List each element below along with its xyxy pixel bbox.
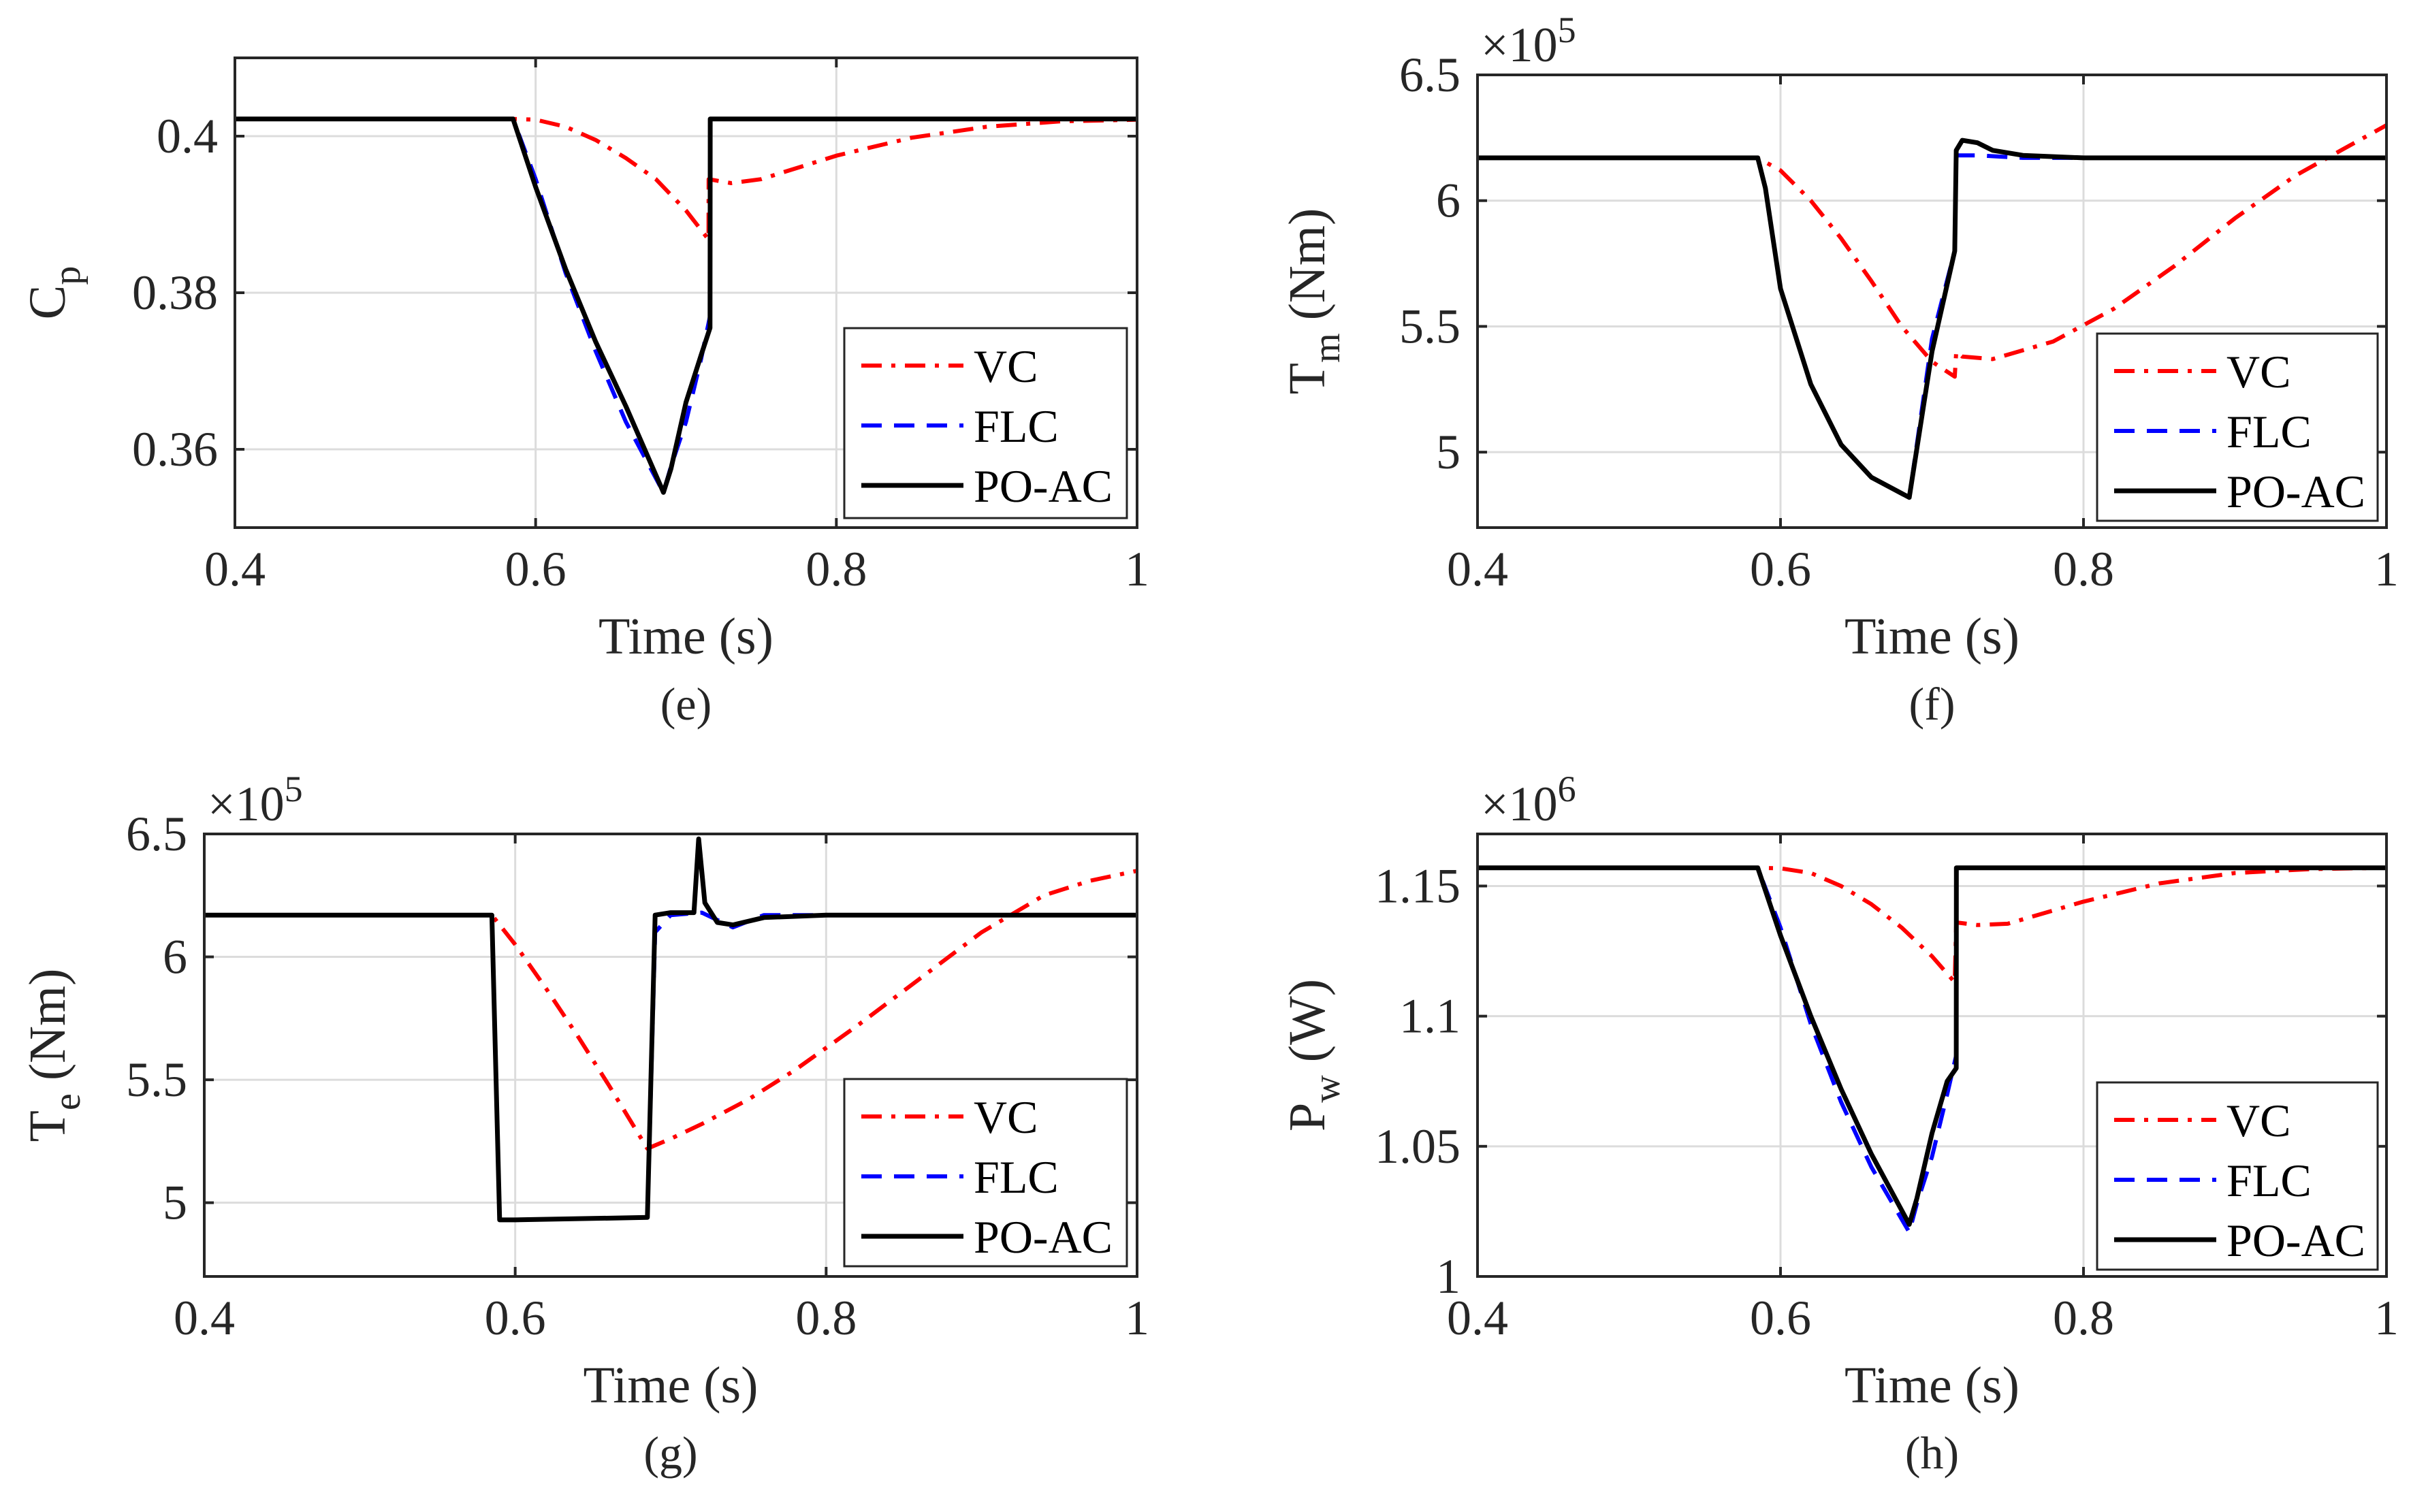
x-tick-label: 1 [2374,542,2399,596]
y-tick-label: 0.4 [157,109,218,163]
series-line-po-ac [235,116,1137,495]
subfigure-label: (f) [1909,678,1955,730]
y-tick-label: 5 [163,1176,187,1230]
legend-label-flc: FLC [974,1151,1059,1203]
legend-label-po-ac: PO-AC [2226,1215,2365,1266]
series-line-vc [1478,865,2386,984]
legend: VC FLC PO-AC [2096,1081,2379,1271]
y-tick-label: 1.1 [1399,989,1460,1044]
subfigure-label: (e) [660,678,712,730]
y-tick-label: 5 [1436,425,1460,479]
y-tick-label: 6.5 [1399,48,1460,102]
y-tick-label: 1.15 [1375,858,1460,913]
series-group [235,116,1137,495]
y-axis-label: Pw (W) [1279,979,1348,1131]
chart-panel-h: 0.4 0.6 0.8 1 1 1.05 1.1 1.15 ×106 Time (s) (h) Pw … [1279,769,2399,1479]
y-tick-label: 1 [1436,1249,1460,1304]
y-label-unit: (Nm) [19,969,76,1094]
x-tick-label: 1 [2374,1291,2399,1345]
y-tick-label: 0.38 [132,266,218,320]
legend-label-vc: VC [2226,1095,2290,1146]
axis-exponent-label: ×106 [1481,769,1576,831]
axes-box [1476,833,2388,1278]
x-tick-label: 0.4 [204,542,266,596]
legend-label-flc: FLC [2226,1155,2312,1206]
legend-label-vc: VC [974,1091,1038,1143]
y-tick-label: 6 [1436,174,1460,228]
y-tick-label: 0.36 [132,422,218,477]
axis-exponent-label: ×105 [208,769,303,831]
series-line-po-ac [1478,865,2386,1227]
y-label-subscript: e [46,1093,89,1110]
y-tick-label: 5.5 [126,1052,187,1107]
subfigure-label: (h) [1905,1427,1959,1479]
y-label-main: C [19,285,76,320]
legend: VC FLC PO-AC [843,1078,1128,1268]
axis-exponent-label: ×105 [1481,10,1576,72]
legend: VC FLC PO-AC [843,327,1128,519]
legend-label-po-ac: PO-AC [974,1211,1113,1263]
y-tick-label: 6.5 [126,807,187,861]
legend-label-po-ac: PO-AC [974,460,1113,512]
y-label-main: T [19,1110,76,1142]
legend: VC FLC PO-AC [2096,332,2379,522]
x-tick-label: 0.4 [174,1291,235,1345]
x-tick-label: 0.6 [505,542,566,596]
x-tick-label: 0.6 [1750,542,1811,596]
legend-label-flc: FLC [2226,406,2312,457]
legend-label-vc: VC [2226,346,2290,398]
x-axis-label: Time (s) [1845,1357,2019,1414]
y-label-main: T [1279,363,1336,394]
y-axis-label: Cp [19,266,89,320]
y-tick-label: 5.5 [1399,299,1460,353]
y-tick-label: 1.05 [1375,1119,1460,1174]
series-group [204,836,1137,1223]
exponent-base: ×10 [208,777,285,831]
x-tick-label: 1 [1125,1291,1149,1345]
x-tick-label: 0.4 [1447,1291,1508,1345]
x-axis-label: Time (s) [1845,608,2019,665]
x-tick-label: 0.6 [485,1291,546,1345]
y-label-subscript: w [1306,1075,1348,1103]
x-tick-label: 0.8 [2053,542,2114,596]
exponent-base: ×10 [1481,777,1558,831]
y-axis-label: Tm (Nm) [1279,208,1348,395]
chart-panel-e: 0.4 0.6 0.8 1 0.36 0.38 0.4 Time (s) (e) Cp VC FLC P… [19,57,1149,730]
series-group [1478,865,2386,1234]
axes-box [203,833,1138,1278]
exponent-base: ×10 [1481,18,1558,72]
series-line-po-ac [1478,138,2386,500]
x-axis-label: Time (s) [584,1357,759,1414]
y-label-unit: (Nm) [1279,208,1336,334]
exponent-power: 5 [285,769,303,809]
series-line-vc [1478,123,2386,379]
x-axis-label: Time (s) [598,608,773,665]
subfigure-label: (g) [643,1427,697,1479]
y-label-main: P [1279,1103,1336,1131]
y-tick-label: 6 [163,930,187,984]
y-label-unit: (W) [1279,979,1336,1075]
exponent-power: 6 [1558,769,1576,809]
x-tick-label: 0.8 [2053,1291,2114,1345]
x-tick-label: 0.4 [1447,542,1508,596]
series-line-vc [204,869,1137,1151]
y-label-subscript: m [1306,333,1348,363]
exponent-power: 5 [1558,10,1576,50]
x-tick-label: 0.8 [795,1291,857,1345]
x-tick-label: 0.6 [1750,1291,1811,1345]
series-line-vc [235,116,1137,242]
x-tick-label: 0.8 [805,542,867,596]
series-group [1478,123,2386,500]
x-tick-label: 1 [1125,542,1149,596]
y-label-subscript: p [46,266,89,285]
y-axis-label: Te (Nm) [19,969,89,1142]
legend-label-flc: FLC [974,400,1059,452]
series-line-po-ac [204,836,1137,1223]
legend-label-po-ac: PO-AC [2226,466,2365,517]
legend-label-vc: VC [974,340,1038,392]
axes-box [1476,74,2388,529]
